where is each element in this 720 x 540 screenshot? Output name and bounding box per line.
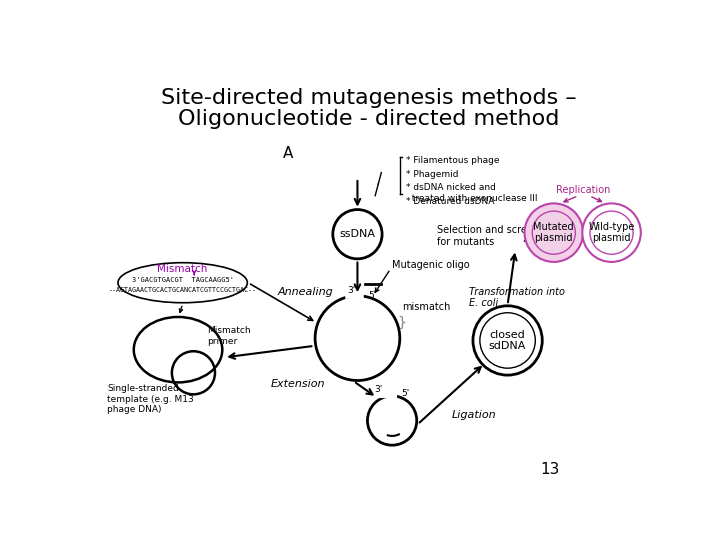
Text: 3'GACGTGACGT  TAGCAAGG5': 3'GACGTGACGT TAGCAAGG5' bbox=[132, 276, 234, 282]
Text: Transformation into
E. coli: Transformation into E. coli bbox=[469, 287, 565, 308]
Text: Oligonucleotide - directed method: Oligonucleotide - directed method bbox=[179, 110, 559, 130]
Text: --AGTAGAACTGCACTGCANCATCGTTCCGCTGAC--: --AGTAGAACTGCACTGCANCATCGTTCCGCTGAC-- bbox=[109, 287, 256, 293]
Text: 5': 5' bbox=[401, 389, 410, 398]
Circle shape bbox=[590, 211, 633, 254]
Text: 13: 13 bbox=[540, 462, 559, 477]
Circle shape bbox=[525, 204, 583, 262]
Text: 3': 3' bbox=[374, 386, 382, 394]
Text: Mutated
plasmid: Mutated plasmid bbox=[534, 222, 574, 244]
Text: Extension: Extension bbox=[271, 379, 325, 389]
Text: closed
sdDNA: closed sdDNA bbox=[489, 329, 526, 351]
Text: Selection and screening
for mutants: Selection and screening for mutants bbox=[437, 225, 554, 247]
Text: A: A bbox=[283, 146, 293, 161]
Text: Replication: Replication bbox=[556, 185, 611, 195]
Circle shape bbox=[582, 204, 641, 262]
Text: Site-directed mutagenesis methods –: Site-directed mutagenesis methods – bbox=[161, 88, 577, 108]
Text: Ligation: Ligation bbox=[452, 410, 497, 420]
Circle shape bbox=[532, 211, 575, 254]
Text: Annealing: Annealing bbox=[278, 287, 334, 297]
Text: }: } bbox=[397, 316, 406, 330]
Text: 5': 5' bbox=[368, 291, 377, 300]
Text: ssDNA: ssDNA bbox=[339, 229, 375, 239]
Text: * Phagemid: * Phagemid bbox=[406, 170, 459, 179]
Text: * Denatured dsDNA: * Denatured dsDNA bbox=[406, 197, 495, 206]
Text: mismatch: mismatch bbox=[402, 302, 451, 312]
Text: Mismatch
primer: Mismatch primer bbox=[207, 326, 251, 346]
Text: 3': 3' bbox=[347, 286, 356, 295]
Text: Single-stranded
template (e.g. M13
phage DNA): Single-stranded template (e.g. M13 phage… bbox=[107, 384, 194, 414]
Text: Mismatch: Mismatch bbox=[158, 264, 208, 274]
Text: Wild-type
plasmid: Wild-type plasmid bbox=[588, 222, 635, 244]
Text: * dsDNA nicked and
  treated with exonuclease III: * dsDNA nicked and treated with exonucle… bbox=[406, 184, 537, 203]
Text: Mutagenic oligo: Mutagenic oligo bbox=[392, 260, 469, 270]
Text: * Filamentous phage: * Filamentous phage bbox=[406, 156, 500, 165]
